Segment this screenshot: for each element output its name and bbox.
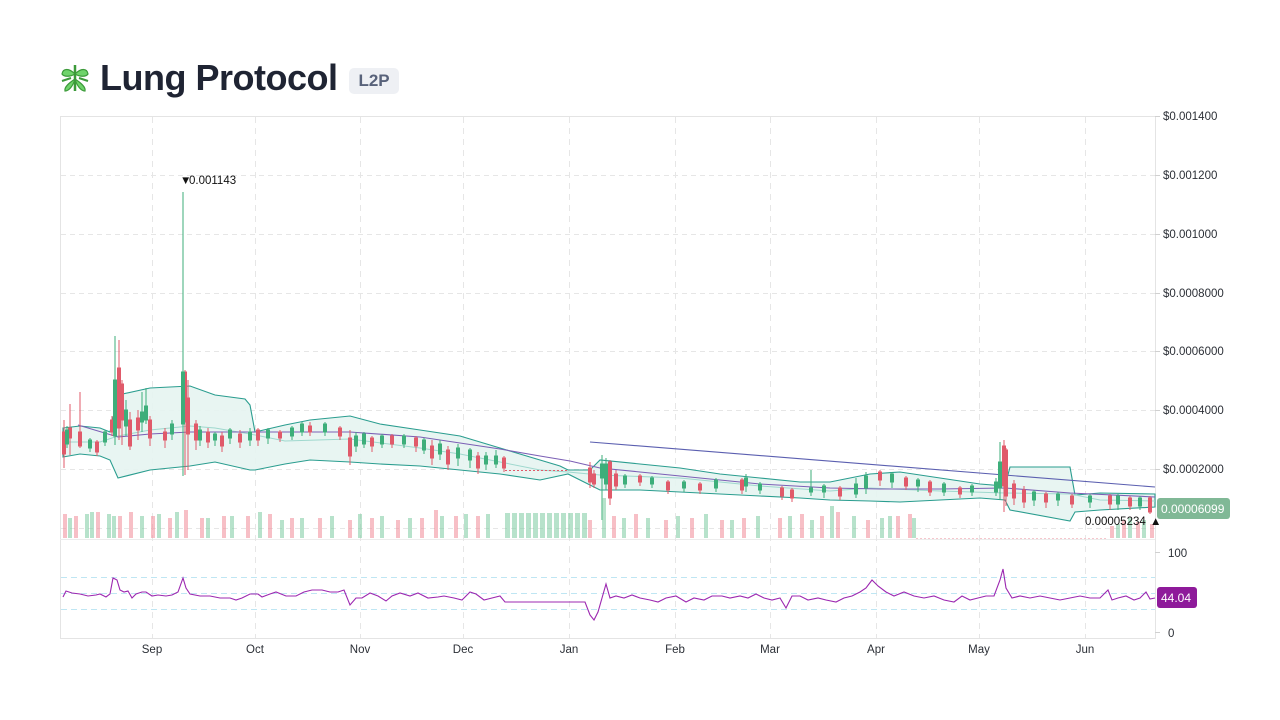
month-label: Oct bbox=[246, 644, 265, 656]
low-annotation: 0.00005234 ▲ bbox=[1085, 516, 1161, 528]
price-axis: $0.001400 $0.001200 $0.001000 $0.0008000… bbox=[1155, 111, 1224, 640]
volume-bars bbox=[63, 498, 1154, 539]
rsi-line bbox=[62, 568, 1156, 622]
trend-line bbox=[589, 441, 1156, 488]
rsi-current-value: 44.04 bbox=[1161, 591, 1191, 605]
month-label: May bbox=[968, 644, 990, 656]
page-header: Lung Protocol L2P bbox=[58, 56, 399, 100]
time-axis: Sep Oct Nov Dec Jan Feb Mar Apr May Jun bbox=[142, 644, 1095, 656]
month-label: Jun bbox=[1076, 644, 1095, 656]
month-label: Mar bbox=[760, 644, 780, 656]
rsi-pane bbox=[61, 568, 1156, 622]
price-tick: $0.0006000 bbox=[1163, 346, 1224, 358]
down-arrow-icon: ▼ bbox=[180, 175, 191, 187]
moving-average-line bbox=[77, 424, 1156, 498]
price-tick: $0.001400 bbox=[1163, 111, 1217, 123]
price-tick: $0.0002000 bbox=[1163, 464, 1224, 476]
chart-frame bbox=[60, 116, 1156, 639]
rsi-value-tag: 44.04 bbox=[1157, 587, 1197, 608]
candlesticks bbox=[62, 192, 1152, 520]
up-arrow-icon: ▲ bbox=[1150, 516, 1161, 528]
bollinger-band bbox=[62, 385, 1156, 522]
month-label: Apr bbox=[867, 644, 885, 656]
month-label: Jan bbox=[560, 644, 579, 656]
month-label: Dec bbox=[453, 644, 474, 656]
time-grid bbox=[152, 117, 1086, 638]
price-tick: $0.0004000 bbox=[1163, 405, 1224, 417]
last-price-value: 0.00006099 bbox=[1161, 502, 1225, 516]
lung-protocol-logo-icon bbox=[61, 65, 89, 92]
ticker-badge: L2P bbox=[349, 68, 399, 94]
last-price-tag: 0.00006099 bbox=[1157, 498, 1230, 519]
rsi-tick: 100 bbox=[1168, 548, 1187, 560]
price-tick: $0.001200 bbox=[1163, 170, 1217, 182]
high-value: 0.001143 bbox=[189, 175, 236, 187]
high-annotation: ▼ 0.001143 bbox=[180, 175, 236, 187]
rsi-tick: 0 bbox=[1168, 628, 1174, 640]
page-title: Lung Protocol bbox=[100, 57, 338, 98]
month-label: Feb bbox=[665, 644, 685, 656]
month-label: Nov bbox=[350, 644, 371, 656]
price-tick: $0.001000 bbox=[1163, 229, 1217, 241]
month-label: Sep bbox=[142, 644, 162, 656]
low-value: 0.00005234 bbox=[1085, 516, 1146, 528]
price-tick: $0.0008000 bbox=[1163, 288, 1224, 300]
